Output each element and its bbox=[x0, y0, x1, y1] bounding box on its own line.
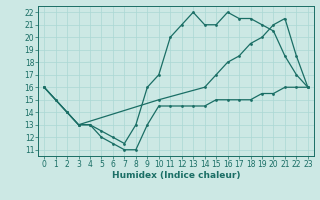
X-axis label: Humidex (Indice chaleur): Humidex (Indice chaleur) bbox=[112, 171, 240, 180]
